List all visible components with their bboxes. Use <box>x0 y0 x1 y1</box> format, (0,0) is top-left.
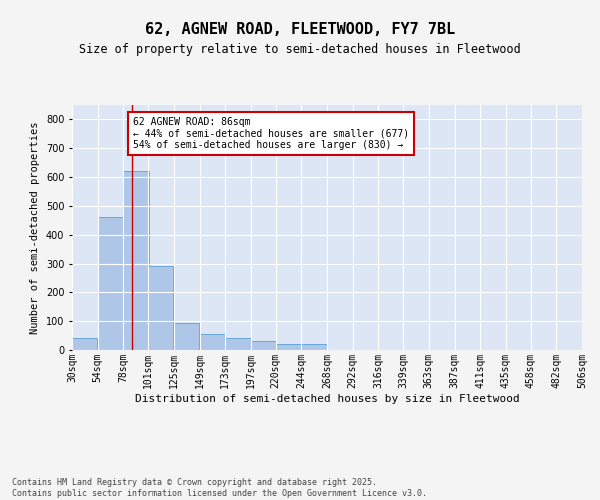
Bar <box>174 322 199 350</box>
Text: 62 AGNEW ROAD: 86sqm
← 44% of semi-detached houses are smaller (677)
54% of semi: 62 AGNEW ROAD: 86sqm ← 44% of semi-detac… <box>133 116 409 150</box>
Bar <box>148 266 173 350</box>
Text: 62, AGNEW ROAD, FLEETWOOD, FY7 7BL: 62, AGNEW ROAD, FLEETWOOD, FY7 7BL <box>145 22 455 38</box>
Bar <box>72 338 97 350</box>
Y-axis label: Number of semi-detached properties: Number of semi-detached properties <box>31 121 40 334</box>
Bar <box>124 172 149 350</box>
Bar <box>275 344 301 350</box>
X-axis label: Distribution of semi-detached houses by size in Fleetwood: Distribution of semi-detached houses by … <box>134 394 520 404</box>
Bar <box>301 344 326 350</box>
Text: Contains HM Land Registry data © Crown copyright and database right 2025.
Contai: Contains HM Land Registry data © Crown c… <box>12 478 427 498</box>
Bar <box>98 218 123 350</box>
Bar <box>225 338 251 350</box>
Text: Size of property relative to semi-detached houses in Fleetwood: Size of property relative to semi-detach… <box>79 42 521 56</box>
Bar <box>251 342 277 350</box>
Bar <box>199 334 225 350</box>
